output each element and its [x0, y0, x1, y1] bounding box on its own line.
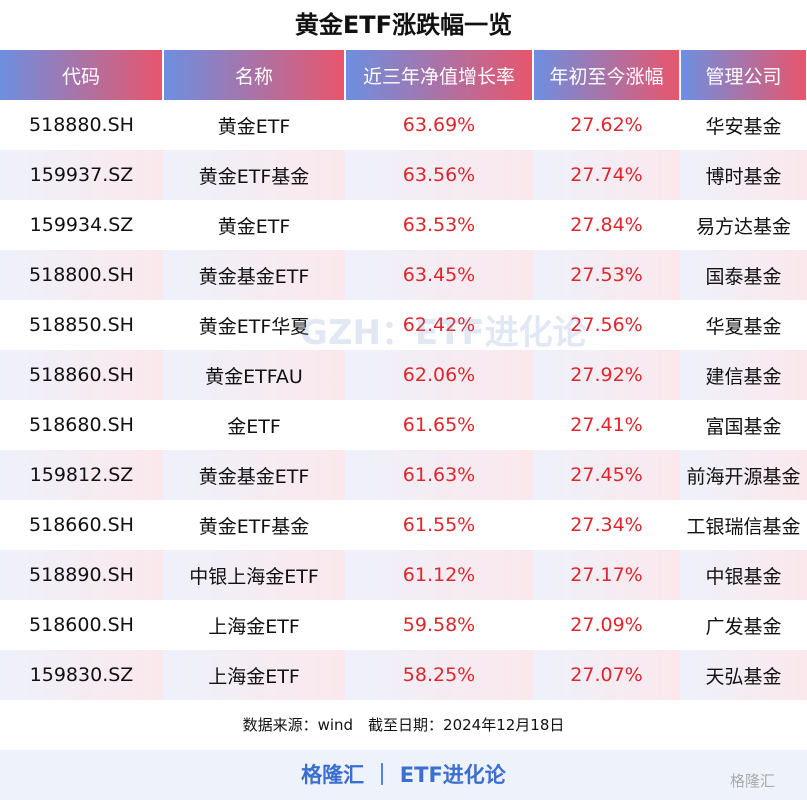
table-cell: 63.45% — [345, 250, 533, 300]
table-cell: 天弘基金 — [680, 650, 807, 700]
table-cell: 27.45% — [533, 450, 680, 500]
table-cell: 27.34% — [570, 514, 643, 536]
table-cell: 518850.SH — [29, 314, 134, 336]
table-cell: 易方达基金 — [695, 215, 791, 238]
table-cell: 工银瑞信基金 — [686, 515, 801, 538]
table-cell: 61.65% — [402, 414, 476, 436]
table-cell: 黄金ETF — [217, 115, 291, 138]
header-cell: 名称 — [163, 50, 346, 100]
table-cell: 159934.SZ — [29, 214, 134, 236]
header-row: 代码 名称 近三年净值增长率 年初至今涨幅 管理公司 — [0, 50, 807, 100]
table-cell: 159812.SZ — [0, 450, 163, 500]
table: 代码 名称 近三年净值增长率 年初至今涨幅 管理公司 518880.SH 黄金ETF 63.… — [0, 50, 807, 700]
table-cell: 27.17% — [533, 550, 680, 600]
table-cell: 63.56% — [345, 150, 533, 200]
table-cell: 62.06% — [345, 350, 533, 400]
header-cell: 年初至今涨幅 — [533, 50, 681, 100]
table-cell: 金ETF — [227, 415, 281, 438]
table-cell: 华夏基金 — [705, 315, 782, 338]
table-body: 518880.SH 黄金ETF 63.69% 27.62% 华安基金 159937.SZ 黄… — [0, 100, 807, 700]
table-row: 518880.SH 黄金ETF 63.69% 27.62% 华安基金 — [0, 100, 807, 150]
table-cell: 62.42% — [402, 314, 476, 336]
table-cell: 159830.SZ — [0, 650, 163, 700]
table-cell: 518680.SH — [29, 414, 134, 436]
logo: 格隆汇 — [730, 772, 776, 790]
table-row: 159934.SZ 黄金ETF 63.53% 27.84% 易方达基金 — [0, 200, 807, 250]
watermark: GZH：ETF进化论 — [300, 313, 587, 353]
table-cell: 黄金基金ETF — [163, 450, 345, 500]
table-row: 518850.SH 黄金ETF华夏 62.42% 27.56% 华夏基金 — [0, 300, 807, 350]
table-cell: 黄金ETF华夏 — [198, 315, 310, 338]
table-cell: 518660.SH — [29, 514, 134, 536]
table-cell: 27.09% — [570, 614, 643, 636]
table-row: 518890.SH 中银上海金ETF 61.12% 27.17% 中银基金 — [0, 550, 807, 600]
table-cell: 63.53% — [402, 214, 476, 236]
table-cell: 建信基金 — [680, 350, 807, 400]
table-row: 518600.SH 上海金ETF 59.58% 27.09% 广发基金 — [0, 600, 807, 650]
table-cell: 黄金ETFAU — [163, 350, 345, 400]
table-cell: 黄金基金ETF — [163, 250, 345, 300]
table-cell: 黄金ETF — [217, 215, 291, 238]
table-cell: 富国基金 — [705, 415, 782, 438]
table-cell: 518880.SH — [29, 114, 134, 136]
table-row: 518680.SH 金ETF 61.65% 27.41% 富国基金 — [0, 400, 807, 450]
table-cell: 黄金ETF基金 — [163, 150, 345, 200]
header-cell: 管理公司 — [680, 50, 807, 100]
table-cell: 中银基金 — [680, 550, 807, 600]
table-cell: 27.56% — [570, 314, 643, 336]
table-cell: 中银上海金ETF — [163, 550, 345, 600]
footer: 格隆汇 ｜ ETF进化论 — [0, 750, 807, 800]
table-row: 518860.SH 黄金ETFAU 62.06% 27.92% 建信基金 — [0, 350, 807, 400]
table-cell: 27.53% — [533, 250, 680, 300]
header-cell: 近三年净值增长率 — [345, 50, 534, 100]
header-cell: 代码 — [0, 50, 164, 100]
table-cell: 博时基金 — [680, 150, 807, 200]
table-cell: 61.55% — [402, 514, 476, 536]
table-cell: 黄金ETF基金 — [198, 515, 310, 538]
table-row: 159937.SZ 黄金ETF基金 63.56% 27.74% 博时基金 — [0, 150, 807, 200]
table-cell: 518890.SH — [0, 550, 163, 600]
table-cell: 上海金ETF — [208, 615, 300, 638]
table-cell: 上海金ETF — [163, 650, 345, 700]
table-cell: 61.12% — [345, 550, 533, 600]
title: 黄金ETF涨跌幅一览 — [294, 11, 513, 39]
table-cell: 518600.SH — [29, 614, 134, 636]
table-cell: 27.41% — [570, 414, 643, 436]
table-cell: 63.69% — [402, 114, 476, 136]
table-cell: 前海开源基金 — [680, 450, 807, 500]
source-note: 数据来源：wind 截至日期：2024年12月18日 — [242, 716, 565, 734]
table-row: 159812.SZ 黄金基金ETF 61.63% 27.45% 前海开源基金 — [0, 450, 807, 500]
table-cell: 159937.SZ — [0, 150, 163, 200]
table-cell: 华安基金 — [705, 115, 782, 138]
table-cell: 27.84% — [570, 214, 643, 236]
table-cell: 61.63% — [345, 450, 533, 500]
table-cell: 518800.SH — [0, 250, 163, 300]
table-cell: 27.92% — [533, 350, 680, 400]
table-cell: 58.25% — [345, 650, 533, 700]
table-row: 518660.SH 黄金ETF基金 61.55% 27.34% 工银瑞信基金 — [0, 500, 807, 550]
table-cell: 国泰基金 — [680, 250, 807, 300]
table-cell: 27.62% — [570, 114, 643, 136]
table-row: 159830.SZ 上海金ETF 58.25% 27.07% 天弘基金 — [0, 650, 807, 700]
table-cell: 广发基金 — [705, 615, 782, 638]
table-cell: 518860.SH — [0, 350, 163, 400]
table-cell: 27.07% — [533, 650, 680, 700]
table-row: 518800.SH 黄金基金ETF 63.45% 27.53% 国泰基金 — [0, 250, 807, 300]
table-cell: 59.58% — [402, 614, 476, 636]
table-cell: 27.74% — [533, 150, 680, 200]
